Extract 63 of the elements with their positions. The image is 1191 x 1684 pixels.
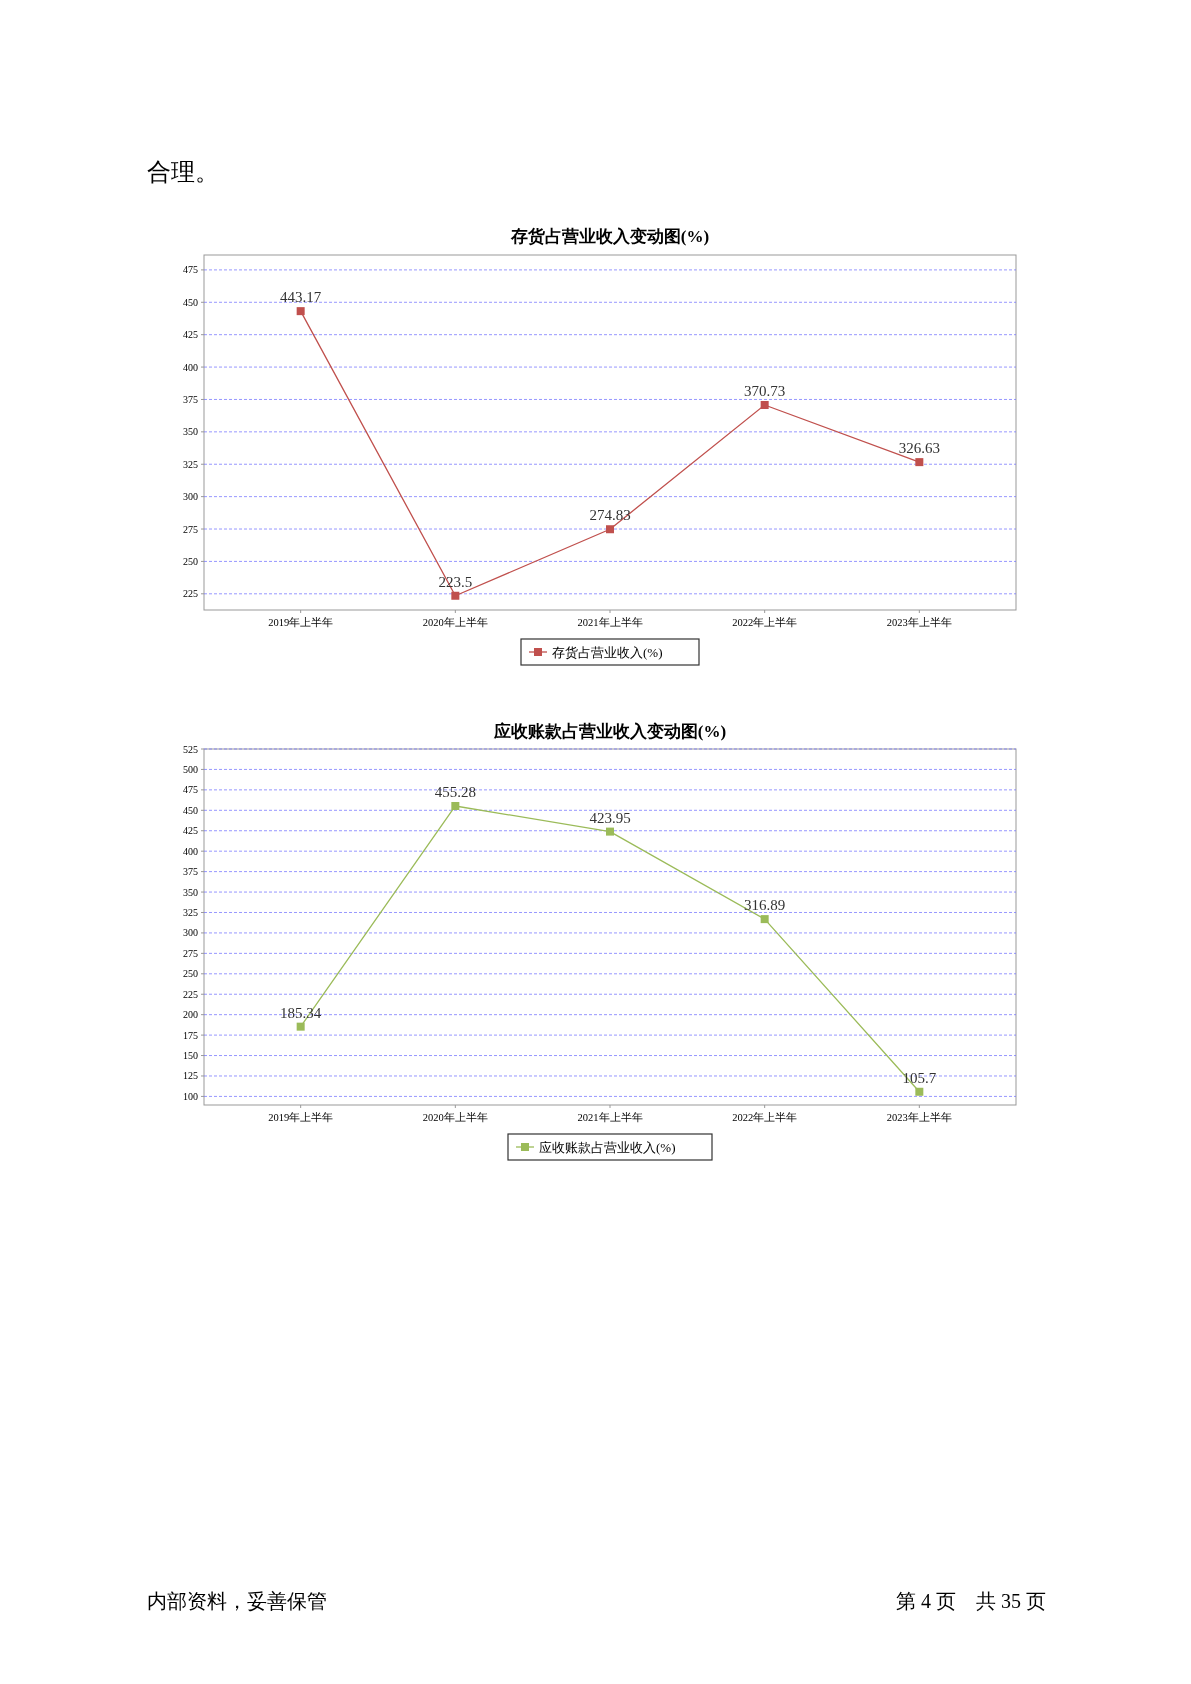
y-tick-label: 525 bbox=[183, 743, 198, 755]
x-tick-label: 2021年上半年 bbox=[577, 616, 643, 628]
point bbox=[760, 915, 769, 924]
text: 第 4 页 共 35 页 bbox=[896, 1590, 1046, 1612]
y-tick-label: 425 bbox=[183, 329, 198, 341]
point bbox=[606, 827, 614, 836]
y-tick-label: 375 bbox=[183, 866, 198, 878]
y-tick-label: 150 bbox=[183, 1050, 198, 1062]
y-tick-label: 350 bbox=[183, 426, 198, 438]
data-label: 370.73 bbox=[744, 382, 786, 399]
y-tick-label: 275 bbox=[183, 947, 198, 959]
x-tick-label: 2020年上半年 bbox=[422, 616, 488, 628]
data-label: 423.95 bbox=[589, 809, 631, 826]
point bbox=[296, 1022, 305, 1031]
y-tick-label: 400 bbox=[183, 361, 198, 373]
y-tick-label: 225 bbox=[183, 588, 198, 600]
x-tick-label: 2023年上半年 bbox=[886, 616, 952, 628]
y-tick-label: 300 bbox=[183, 927, 198, 939]
y-tick-label: 475 bbox=[183, 264, 198, 276]
y-tick-label: 375 bbox=[183, 393, 198, 405]
y-tick-label: 125 bbox=[183, 1070, 198, 1082]
text: 内部资料，妥善保管 bbox=[147, 1590, 327, 1612]
y-tick-label: 175 bbox=[183, 1029, 198, 1041]
y-tick-label: 225 bbox=[183, 988, 198, 1000]
data-label: 274.83 bbox=[589, 507, 631, 524]
y-tick-label: 325 bbox=[183, 458, 198, 470]
legend-label: 存货占营业收入(%) bbox=[552, 644, 663, 660]
point bbox=[451, 591, 460, 600]
y-tick-label: 450 bbox=[183, 296, 198, 308]
y-tick-label: 350 bbox=[183, 886, 198, 898]
data-label: 455.28 bbox=[434, 783, 476, 800]
x-tick-label: 2023年上半年 bbox=[886, 1111, 952, 1123]
point bbox=[296, 307, 305, 316]
x-tick-label: 2019年上半年 bbox=[268, 616, 334, 628]
point bbox=[606, 525, 614, 534]
data-label: 316.89 bbox=[744, 897, 786, 914]
y-tick-label: 275 bbox=[183, 523, 198, 535]
point bbox=[760, 400, 769, 409]
y-tick-label: 325 bbox=[183, 906, 198, 918]
y-tick-label: 100 bbox=[183, 1090, 198, 1102]
point bbox=[915, 458, 924, 467]
y-tick-label: 300 bbox=[183, 491, 198, 503]
y-tick-label: 475 bbox=[183, 784, 198, 796]
point bbox=[915, 1087, 924, 1096]
x-tick-label: 2020年上半年 bbox=[422, 1111, 488, 1123]
x-tick-label: 2022年上半年 bbox=[732, 1111, 798, 1123]
data-label: 326.63 bbox=[898, 440, 940, 457]
chart-title: 应收账款占营业收入变动图(%) bbox=[492, 722, 727, 741]
point bbox=[451, 801, 460, 810]
y-tick-label: 425 bbox=[183, 825, 198, 837]
x-tick-label: 2021年上半年 bbox=[577, 1111, 643, 1123]
y-tick-label: 250 bbox=[183, 968, 198, 980]
data-label: 443.17 bbox=[280, 289, 322, 306]
y-tick-label: 200 bbox=[183, 1009, 198, 1021]
legend-label: 应收账款占营业收入(%) bbox=[539, 1139, 676, 1155]
x-tick-label: 2022年上半年 bbox=[732, 616, 798, 628]
y-tick-label: 500 bbox=[183, 763, 198, 775]
y-tick-label: 400 bbox=[183, 845, 198, 857]
text: 合理。 bbox=[147, 159, 219, 185]
y-tick-label: 450 bbox=[183, 804, 198, 816]
x-tick-label: 2019年上半年 bbox=[268, 1111, 334, 1123]
y-tick-label: 250 bbox=[183, 555, 198, 567]
chart-title: 存货占营业收入变动图(%) bbox=[509, 227, 710, 246]
